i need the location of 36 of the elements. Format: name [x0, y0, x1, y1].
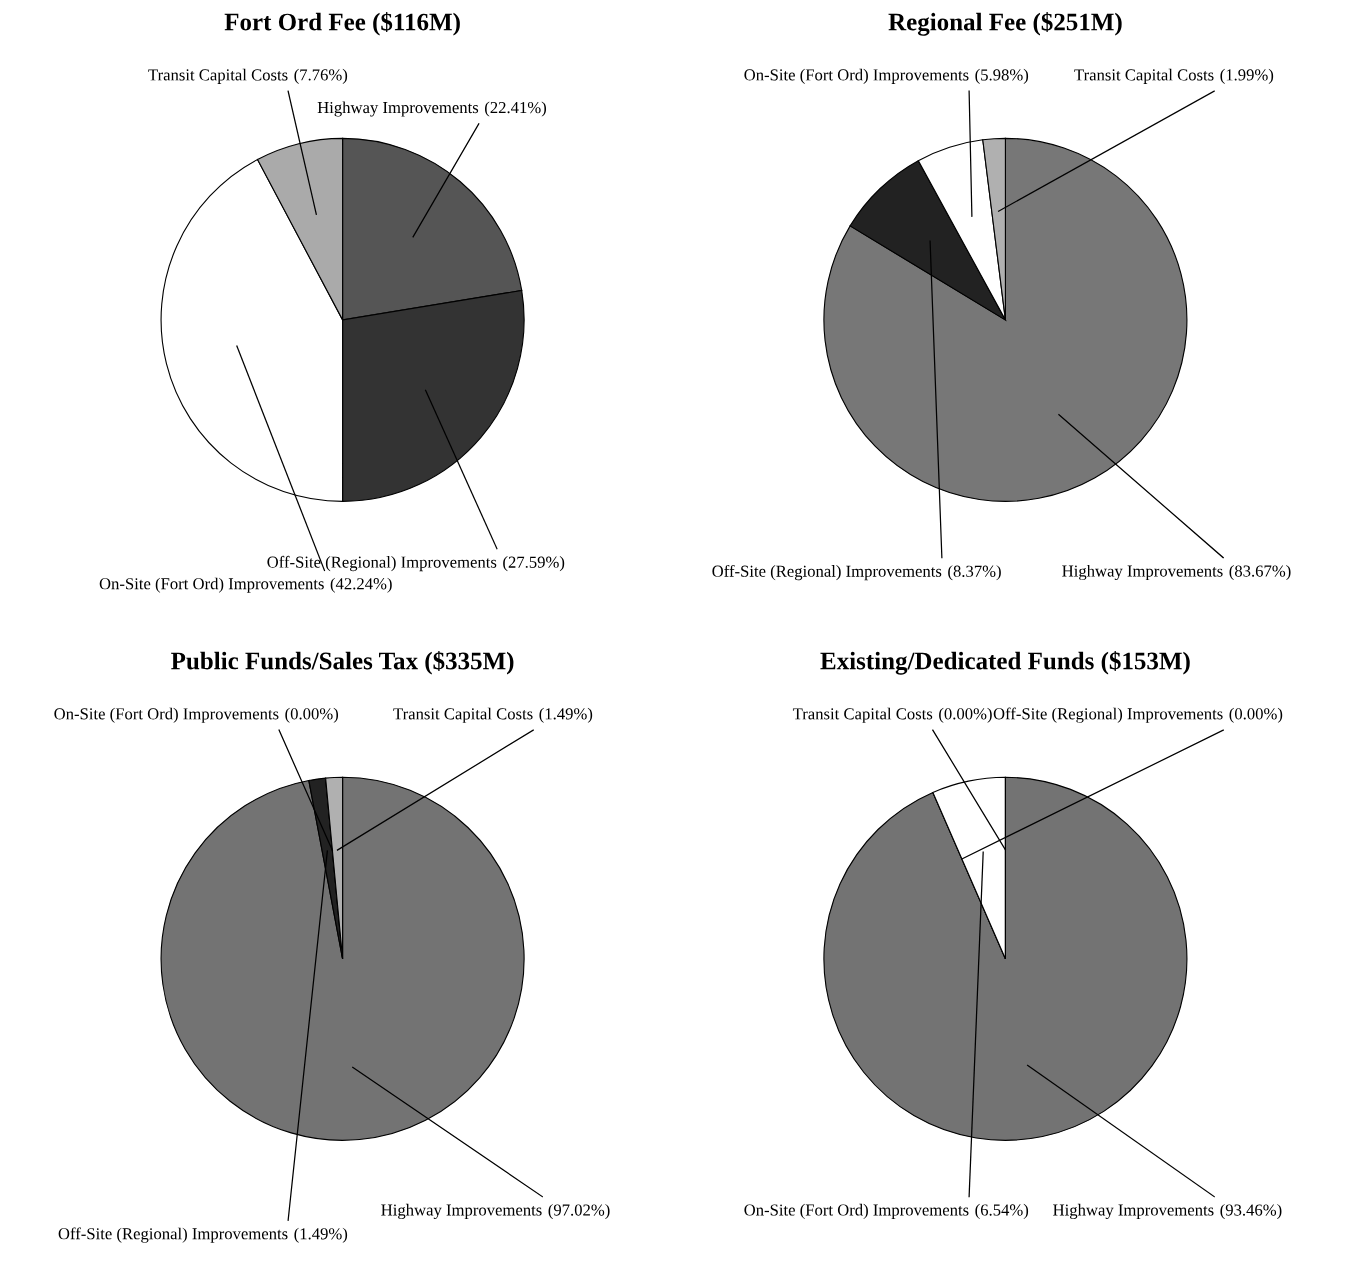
chart-title: Regional Fee ($251M) — [888, 12, 1122, 36]
data-label: (1.49%) — [539, 707, 593, 723]
data-label: (1.99%) — [1220, 68, 1274, 84]
slice-label: Highway Improvements — [317, 101, 479, 117]
slice-label: On-Site (Fort Ord) Improvements — [99, 577, 324, 593]
data-label: (1.49%) — [294, 1227, 348, 1243]
slice-label: Highway Improvements — [381, 1203, 542, 1220]
slice-label: Transit Capital Costs — [393, 707, 533, 723]
slice-label: Highway Improvements — [1053, 1203, 1214, 1220]
category-label: On-Site (Fort Ord) Improvements — [54, 707, 279, 723]
data-label: (83.67%) — [1229, 564, 1291, 581]
data-label: (7.76%) — [294, 68, 348, 84]
data-label: (5.98%) — [975, 68, 1029, 84]
slice-label: Off-Site (Regional) Improvements — [267, 555, 497, 572]
data-label: (93.46%) — [1220, 1203, 1282, 1220]
chart-title: Public Funds/Sales Tax ($335M) — [171, 651, 514, 675]
slice-label: Transit Capital Costs — [148, 68, 288, 84]
data-label: (6.54%) — [975, 1203, 1029, 1219]
data-label: (8.37%) — [948, 565, 1001, 581]
data-label: (42.24%) — [330, 577, 392, 593]
text: (0.00%) — [1229, 707, 1283, 723]
data-label: (97.02%) — [548, 1203, 610, 1220]
chart-title: Fort Ord Fee ($116M) — [224, 12, 460, 36]
data-label: (22.41%) — [485, 101, 547, 117]
category-label: Transit Capital Costs — [792, 707, 933, 723]
slice-label: On-Site (Fort Ord) Improvements — [744, 68, 969, 84]
category-label: Off-Site (Regional) Improvements — [993, 707, 1223, 723]
slice-label: Highway Improvements — [1062, 564, 1223, 581]
data-label: (27.59%) — [503, 556, 565, 572]
chart-title: Existing/Dedicated Funds ($153M) — [820, 651, 1190, 675]
slice-label: Off-Site (Regional) Improvements — [58, 1227, 288, 1243]
text: (0.00%) — [285, 707, 339, 723]
slice-label: Transit Capital Costs — [1074, 68, 1214, 84]
text: (0.00%) — [939, 707, 992, 723]
slice-label: On-Site (Fort Ord) Improvements — [744, 1203, 969, 1219]
slice-label: Off-Site (Regional) Improvements — [712, 564, 942, 581]
